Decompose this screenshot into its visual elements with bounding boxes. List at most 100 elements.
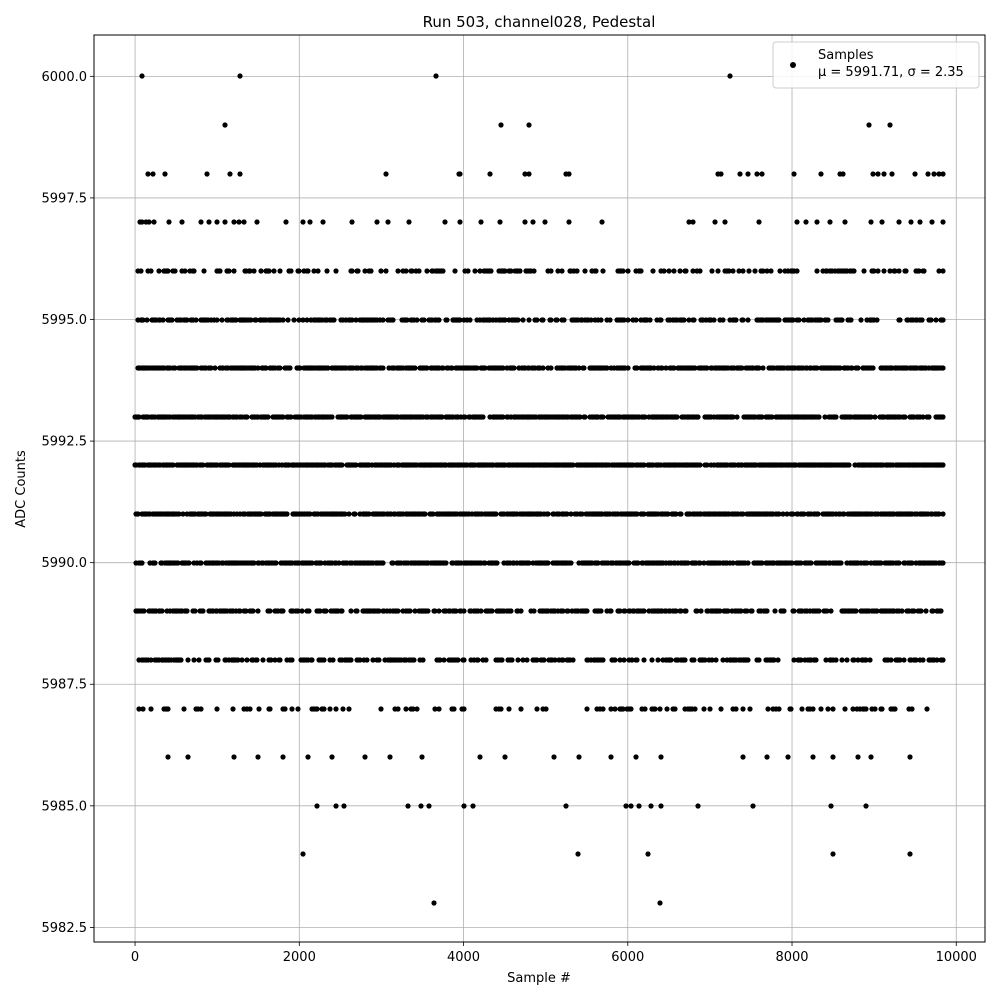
data-point bbox=[577, 414, 583, 420]
data-point bbox=[533, 560, 539, 566]
data-point bbox=[853, 511, 859, 517]
data-point bbox=[862, 414, 868, 420]
data-point bbox=[203, 657, 209, 663]
data-point bbox=[936, 268, 942, 274]
data-point bbox=[140, 317, 146, 323]
data-point bbox=[175, 560, 181, 566]
data-point bbox=[593, 268, 599, 274]
data-point bbox=[162, 171, 168, 177]
data-point bbox=[805, 560, 811, 566]
data-point bbox=[313, 560, 319, 566]
data-point bbox=[775, 317, 781, 323]
data-point bbox=[926, 365, 932, 371]
data-point bbox=[260, 462, 266, 468]
data-point bbox=[607, 317, 613, 323]
data-point bbox=[884, 657, 890, 663]
data-point bbox=[506, 706, 512, 712]
data-point bbox=[164, 706, 170, 712]
data-point bbox=[214, 608, 220, 614]
data-point bbox=[940, 268, 946, 274]
data-point bbox=[403, 706, 409, 712]
data-point bbox=[352, 560, 358, 566]
data-point bbox=[791, 171, 797, 177]
data-point bbox=[348, 657, 354, 663]
data-point bbox=[896, 219, 902, 225]
data-point bbox=[202, 365, 208, 371]
data-point bbox=[277, 511, 283, 517]
data-point bbox=[686, 219, 692, 225]
data-point bbox=[399, 317, 405, 323]
data-point bbox=[323, 608, 329, 614]
data-point bbox=[536, 462, 542, 468]
data-point bbox=[487, 171, 493, 177]
data-point bbox=[256, 706, 262, 712]
data-point bbox=[303, 657, 309, 663]
data-point bbox=[498, 122, 504, 128]
data-point bbox=[442, 219, 448, 225]
data-point bbox=[764, 608, 770, 614]
data-point bbox=[662, 608, 668, 614]
data-point bbox=[507, 268, 513, 274]
data-point bbox=[663, 414, 669, 420]
data-point bbox=[651, 414, 657, 420]
data-point bbox=[338, 511, 344, 517]
data-point bbox=[505, 511, 511, 517]
data-point bbox=[387, 754, 393, 760]
y-tick-label: 5992.5 bbox=[42, 435, 88, 450]
data-point bbox=[349, 317, 355, 323]
data-point bbox=[642, 414, 648, 420]
data-point bbox=[598, 511, 604, 517]
data-point bbox=[187, 268, 193, 274]
data-point bbox=[251, 462, 257, 468]
data-point bbox=[754, 171, 760, 177]
data-point bbox=[735, 462, 741, 468]
data-point bbox=[140, 414, 146, 420]
data-point bbox=[536, 414, 542, 420]
data-point bbox=[925, 511, 931, 517]
data-point bbox=[295, 706, 301, 712]
data-point bbox=[551, 754, 557, 760]
data-point bbox=[203, 414, 209, 420]
data-point bbox=[633, 560, 639, 566]
data-point bbox=[786, 414, 792, 420]
data-point bbox=[923, 608, 929, 614]
data-point bbox=[461, 803, 467, 809]
data-point bbox=[266, 462, 272, 468]
data-point bbox=[397, 365, 403, 371]
data-point bbox=[139, 73, 145, 79]
data-point bbox=[213, 560, 219, 566]
data-point bbox=[622, 462, 628, 468]
data-point bbox=[414, 706, 420, 712]
data-point bbox=[828, 657, 834, 663]
data-point bbox=[683, 608, 689, 614]
data-point bbox=[677, 317, 683, 323]
data-point bbox=[529, 365, 535, 371]
data-point bbox=[237, 171, 243, 177]
data-point bbox=[593, 560, 599, 566]
data-point bbox=[721, 560, 727, 566]
data-point bbox=[858, 462, 864, 468]
data-point bbox=[566, 462, 572, 468]
data-point bbox=[252, 317, 258, 323]
data-point bbox=[432, 317, 438, 323]
x-axis-label: Sample # bbox=[507, 971, 571, 986]
data-point bbox=[788, 560, 794, 566]
data-point bbox=[152, 414, 158, 420]
data-point bbox=[258, 414, 264, 420]
data-point bbox=[702, 511, 708, 517]
data-point bbox=[913, 268, 919, 274]
data-point bbox=[911, 608, 917, 614]
data-point bbox=[654, 462, 660, 468]
data-point bbox=[588, 657, 594, 663]
data-point bbox=[686, 317, 692, 323]
data-point bbox=[338, 462, 344, 468]
data-point bbox=[408, 317, 414, 323]
data-point bbox=[585, 560, 591, 566]
data-point bbox=[743, 414, 749, 420]
data-point bbox=[867, 657, 873, 663]
data-point bbox=[850, 657, 856, 663]
data-point bbox=[636, 268, 642, 274]
data-point bbox=[626, 560, 632, 566]
data-point bbox=[800, 365, 806, 371]
data-point bbox=[222, 414, 228, 420]
